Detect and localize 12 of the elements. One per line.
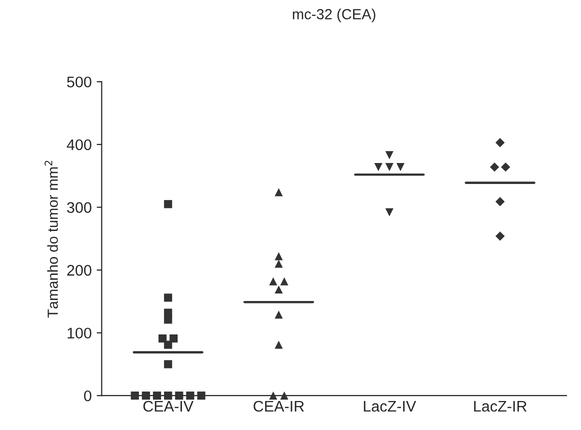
y-tick-label: 100 <box>68 328 92 339</box>
y-tick-label: 500 <box>67 76 92 88</box>
y-tick-label: 0 <box>84 390 92 402</box>
x-tick-label: CEA-IV <box>143 400 194 412</box>
chart-title: mc-32 (CEA) <box>292 8 376 22</box>
x-tick-label: LacZ-IR <box>474 401 527 412</box>
y-tick-label: 200 <box>67 264 92 276</box>
y-tick-label: 300 <box>67 202 92 213</box>
x-tick-label: CEA-IR <box>254 400 304 412</box>
y-tick-label: 400 <box>66 139 92 150</box>
x-tick-label: LacZ-IV <box>364 401 416 412</box>
y-axis-title: Tamanho do tumor mm$^{2}$ <box>44 160 58 318</box>
